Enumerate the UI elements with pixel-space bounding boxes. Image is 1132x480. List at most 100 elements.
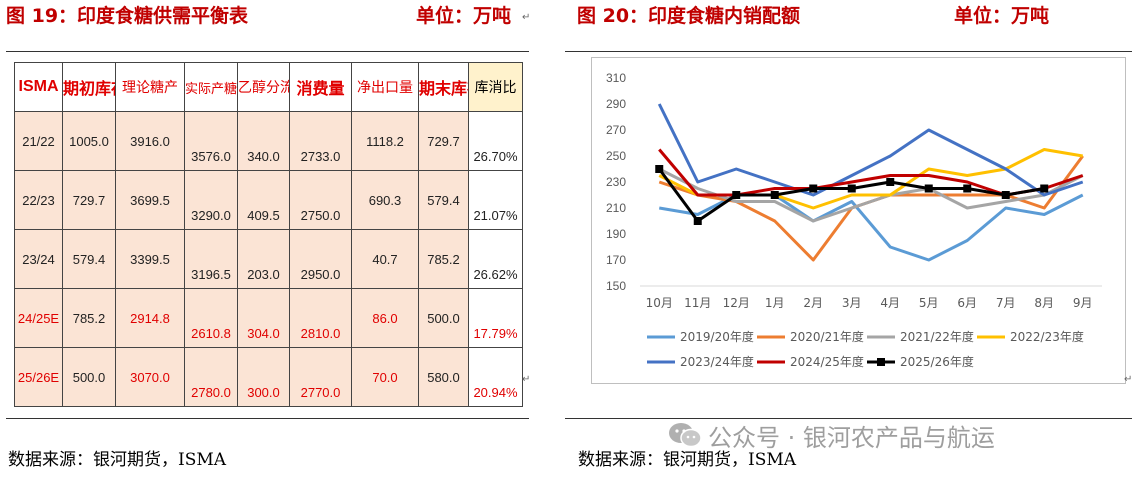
x-tick-label: 11月 [684, 296, 711, 310]
y-tick-label: 190 [606, 227, 626, 241]
table-cell: 26.70% [468, 111, 523, 171]
table-cell: 2950.0 [289, 229, 352, 289]
y-tick-label: 250 [606, 149, 626, 163]
y-tick-label: 270 [606, 123, 626, 137]
y-tick-label: 290 [606, 97, 626, 111]
table-row: 23/24 579.4 3399.5 3196.5 203.0 2950.0 40.7 785… [14, 229, 523, 289]
quota-line-chart: 150 170 190 210 230 250 270 290 310 10月 11月 12月 1月 2月… [606, 71, 1102, 369]
data-point-marker [1001, 191, 1010, 199]
table-cell: 23/24 [14, 229, 63, 289]
x-tick-label: 3月 [842, 296, 862, 310]
table-cell: 2810.0 [289, 288, 352, 348]
table-cell: 203.0 [237, 229, 290, 289]
header-cell: 库消比 [468, 62, 523, 112]
series-line [658, 155, 1084, 262]
y-tick-label: 230 [606, 175, 626, 189]
table-cell: 2610.8 [184, 288, 238, 348]
data-point-marker [770, 191, 779, 199]
y-tick-label: 170 [606, 253, 626, 267]
table-cell: 24/25E [14, 288, 63, 348]
series-5 [657, 103, 1084, 197]
table-cell: 3070.0 [115, 347, 185, 407]
chart-unit: 单位：万吨 [954, 5, 1050, 27]
legend-label: 2020/21年度 [790, 329, 864, 344]
table-cell: 70.0 [351, 347, 419, 407]
series-line [657, 103, 1084, 197]
table-cell: 17.79% [468, 288, 523, 348]
data-point-marker [693, 217, 702, 225]
series-2 [658, 155, 1084, 262]
chart-source: 数据来源：银河期货，ISMA [578, 450, 797, 470]
legend-label: 2023/24年度 [680, 354, 754, 369]
legend-label: 2022/23年度 [1010, 329, 1084, 344]
x-tick-label: 10月 [646, 296, 673, 310]
table-header-row: ISMA 期初库存 理论糖产 实际产糖量 乙醇分流 消费量 净出口量 期末库存 … [14, 62, 523, 112]
table-cell: 2750.0 [289, 170, 352, 230]
table-cell: 500.0 [62, 347, 116, 407]
paragraph-mark-icon: ↵ [522, 12, 531, 23]
table-cell: 40.7 [351, 229, 419, 289]
data-point-marker [655, 165, 664, 173]
wechat-icon [669, 423, 702, 448]
header-cell: 乙醇分流 [237, 62, 290, 112]
bottom-rule [6, 418, 529, 419]
table-source: 数据来源：银河期货，ISMA [8, 450, 227, 470]
table-cell: 580.0 [418, 347, 469, 407]
y-tick-label: 150 [606, 279, 626, 293]
x-tick-label: 1月 [765, 296, 785, 310]
x-tick-label: 5月 [919, 296, 939, 310]
x-tick-label: 7月 [996, 296, 1016, 310]
header-cell: 期末库存 [418, 62, 469, 112]
table-cell: 25/26E [14, 347, 63, 407]
watermark: 公众号 · 银河农产品与航运 [708, 424, 995, 452]
data-point-marker [924, 184, 933, 193]
table-cell: 1005.0 [62, 111, 116, 171]
series-7 [655, 165, 1049, 225]
table-cell: 1118.2 [351, 111, 419, 171]
chart-frame: 150 170 190 210 230 250 270 290 310 10月 11月 12月 1月 2月… [591, 57, 1126, 384]
data-point-marker [886, 178, 895, 186]
table-cell: 3916.0 [115, 111, 185, 171]
x-tick-label: 8月 [1034, 296, 1054, 310]
table-cell: 409.5 [237, 170, 290, 230]
x-tick-label: 12月 [723, 296, 750, 310]
table-cell: 579.4 [62, 229, 116, 289]
y-tick-label: 310 [606, 71, 626, 85]
table-cell: 729.7 [62, 170, 116, 230]
table-cell: 20.94% [468, 347, 523, 407]
table-cell: 21/22 [14, 111, 63, 171]
x-tick-label: 4月 [880, 296, 900, 310]
data-point-marker [809, 184, 818, 193]
table-cell: 3196.5 [184, 229, 238, 289]
top-rule [6, 51, 529, 52]
table-cell: 785.2 [62, 288, 116, 348]
table-cell: 300.0 [237, 347, 290, 407]
paragraph-mark-icon: ↵ [1124, 374, 1132, 385]
y-tick-label: 210 [606, 201, 626, 215]
header-cell: 净出口量 [351, 62, 419, 112]
x-tick-label: 9月 [1073, 296, 1093, 310]
table-unit: 单位：万吨 [416, 5, 512, 27]
table-cell: 2770.0 [289, 347, 352, 407]
table-row: 24/25E 785.2 2914.8 2610.8 304.0 2810.0 86.0 50… [14, 288, 523, 348]
header-cell: 实际产糖量 [184, 62, 238, 112]
data-point-marker [1040, 184, 1049, 193]
legend-label: 2025/26年度 [900, 354, 974, 369]
table-cell: 500.0 [418, 288, 469, 348]
data-point-marker [732, 191, 741, 199]
table-cell: 2780.0 [184, 347, 238, 407]
bottom-rule-right [565, 418, 1132, 419]
table-cell: 340.0 [237, 111, 290, 171]
data-point-marker [847, 184, 856, 193]
table-cell: 2914.8 [115, 288, 185, 348]
table-cell: 86.0 [351, 288, 419, 348]
legend-label: 2024/25年度 [790, 354, 864, 369]
legend-marker [877, 358, 885, 366]
table-cell: 785.2 [418, 229, 469, 289]
table-cell: 3699.5 [115, 170, 185, 230]
table-cell: 3399.5 [115, 229, 185, 289]
legend-label: 2019/20年度 [680, 329, 754, 344]
table-cell: 690.3 [351, 170, 419, 230]
table-row: 21/22 1005.0 3916.0 3576.0 340.0 2733.0 1118.2… [14, 111, 523, 171]
paragraph-mark-icon: ↵ [522, 374, 531, 385]
